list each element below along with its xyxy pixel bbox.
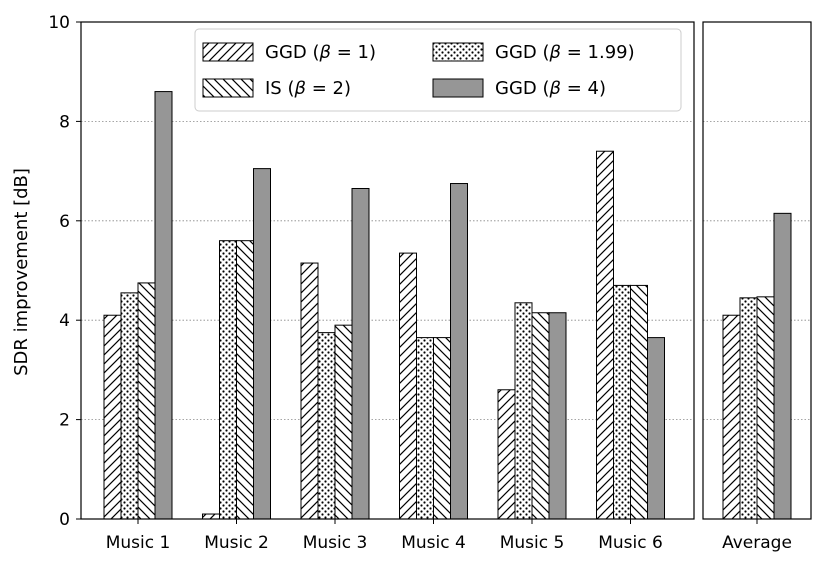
legend-label-is-beta-2: IS (β = 2)	[265, 78, 351, 99]
bar-music-4-ggd-1-99	[416, 337, 434, 520]
x-tick-label-music-6: Music 6	[598, 533, 663, 553]
y-axis-ticks: 0 2 4 6 8 10	[48, 13, 81, 530]
average-bar-average-is-2	[756, 296, 775, 520]
x-tick-label-average: Average	[722, 533, 792, 553]
bar-music-3-ggd-4	[351, 187, 370, 520]
bar-music-4-is-2	[433, 337, 451, 520]
main-plot-frame	[80, 21, 695, 520]
average-plot-frame	[702, 21, 812, 520]
bar-music-6-ggd-4	[647, 337, 665, 520]
y-tick-label-4: 4	[59, 311, 70, 331]
bar-music-3-ggd-1	[300, 262, 319, 520]
bar-music-2-ggd-1-99	[219, 240, 237, 520]
y-axis-label: SDR improvement [dB]	[11, 168, 32, 376]
bar-music-6-ggd-1-99	[613, 284, 631, 520]
legend-swatch-ggd-beta-1	[202, 42, 254, 62]
legend: GGD (β = 1) IS (β = 2) GGD (β = 1.99) GG…	[194, 28, 682, 112]
main-gridlines	[81, 121, 694, 421]
bar-music-6-is-2	[630, 284, 648, 520]
x-tick-label-music-4: Music 4	[401, 533, 466, 553]
legend-swatch-is-beta-2	[202, 78, 254, 98]
x-tick-label-music-3: Music 3	[303, 533, 368, 553]
x-tick-label-music-5: Music 5	[500, 533, 565, 553]
bar-music-2-ggd-4	[253, 168, 271, 520]
x-tick-label-music-1: Music 1	[106, 533, 171, 553]
average-bar-average-ggd-1	[722, 314, 741, 520]
legend-label-ggd-beta-4: GGD (β = 4)	[495, 78, 606, 99]
y-tick-label-2: 2	[59, 411, 70, 431]
bar-music-6-ggd-1	[596, 150, 614, 520]
legend-box	[194, 28, 682, 112]
average-bar-average-ggd-1-99	[739, 297, 758, 520]
legend-label-ggd-beta-1-99: GGD (β = 1.99)	[495, 42, 635, 63]
x-tick-label-music-2: Music 2	[204, 533, 269, 553]
main-bars	[103, 91, 665, 520]
bar-music-5-ggd-1-99	[514, 302, 533, 520]
legend-swatch-ggd-beta-1-99	[432, 42, 484, 62]
x-axis-ticks: Music 1 Music 2 Music 3 Music 4 Music 5 Music…	[106, 519, 792, 553]
bar-music-5-ggd-4	[548, 312, 567, 520]
bar-music-1-ggd-1-99	[120, 292, 139, 520]
bar-music-3-ggd-1-99	[317, 332, 336, 520]
bar-music-5-ggd-1	[497, 389, 516, 520]
average-bar-average-ggd-4	[773, 212, 792, 520]
bar-music-1-ggd-4	[154, 91, 173, 520]
bar-music-2-ggd-1	[202, 513, 220, 520]
legend-swatch-ggd-beta-4	[432, 78, 484, 98]
legend-label-ggd-beta-1: GGD (β = 1)	[265, 42, 376, 63]
y-tick-label-0: 0	[59, 510, 70, 530]
bar-music-2-is-2	[236, 240, 254, 520]
bar-music-4-ggd-1	[399, 252, 417, 520]
average-bars	[722, 212, 792, 520]
bar-music-1-ggd-1	[103, 314, 122, 520]
y-tick-label-6: 6	[59, 212, 70, 232]
bar-music-5-is-2	[531, 312, 550, 520]
bar-music-3-is-2	[334, 324, 353, 520]
bar-music-4-ggd-4	[450, 183, 468, 520]
y-tick-label-8: 8	[59, 112, 70, 132]
y-tick-label-10: 10	[48, 13, 70, 33]
bar-music-1-is-2	[137, 282, 156, 520]
